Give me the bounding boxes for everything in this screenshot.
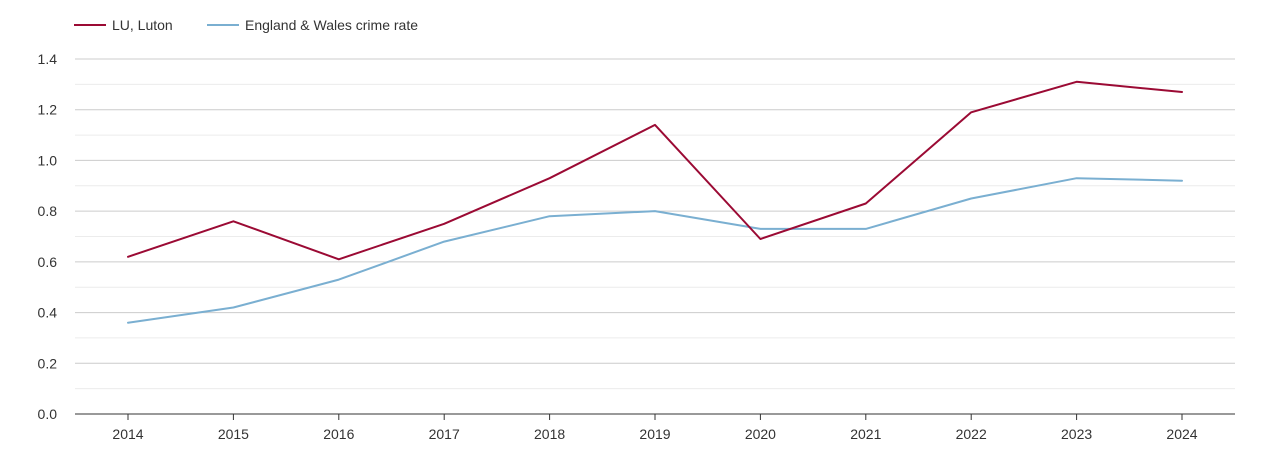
y-tick-label: 1.0: [38, 152, 58, 168]
x-tick-label: 2015: [218, 426, 249, 442]
y-tick-label: 0.8: [38, 203, 58, 219]
x-tick-label: 2021: [850, 426, 881, 442]
x-tick-label: 2023: [1061, 426, 1092, 442]
x-tick-label: 2022: [956, 426, 987, 442]
y-tick-label: 0.2: [38, 355, 58, 371]
y-tick-label: 1.4: [38, 51, 58, 67]
x-tick-label: 2019: [639, 426, 670, 442]
legend-item-england-wales[interactable]: England & Wales crime rate: [207, 17, 418, 33]
x-tick-label: 2014: [112, 426, 143, 442]
legend: LU, Luton England & Wales crime rate: [74, 17, 418, 33]
y-tick-label: 0.0: [38, 406, 58, 422]
x-tick-label: 2024: [1166, 426, 1197, 442]
legend-label-luton: LU, Luton: [112, 17, 173, 33]
x-tick-label: 2018: [534, 426, 565, 442]
y-tick-label: 0.4: [38, 305, 58, 321]
y-tick-label: 0.6: [38, 254, 58, 270]
x-tick-label: 2016: [323, 426, 354, 442]
x-axis-ticks: 2014 2015 2016 2017 2018 2019 2020 2021 2022 2023…: [112, 414, 1198, 442]
series-lines: [127, 80, 1183, 324]
series-line-luton[interactable]: [127, 80, 1183, 261]
grid-lines: [75, 58, 1235, 390]
series-line-england-wales[interactable]: [127, 177, 1183, 324]
x-tick-label: 2017: [429, 426, 460, 442]
y-tick-label: 1.2: [38, 102, 58, 118]
legend-item-luton[interactable]: LU, Luton: [74, 17, 173, 33]
x-tick-label: 2020: [745, 426, 776, 442]
legend-label-england-wales: England & Wales crime rate: [245, 17, 418, 33]
y-axis-ticks: 0.0 0.2 0.4 0.6 0.8 1.0 1.2 1.4: [38, 51, 58, 422]
